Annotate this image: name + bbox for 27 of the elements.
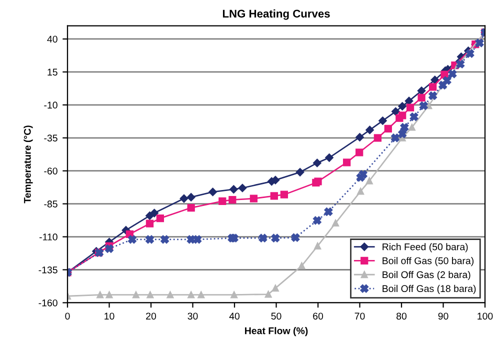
legend-label: Boil Off Gas (18 bara) [382, 284, 476, 294]
y-tick-label: -35 [44, 134, 58, 142]
legend-label: Rich Feed (50 bara) [382, 243, 468, 252]
x-tick-label: 30 [188, 312, 198, 320]
legend-label: Boil off Gas (50 bara) [382, 257, 474, 266]
x-tick-label: 10 [104, 312, 114, 320]
y-tick-label: -110 [39, 234, 58, 240]
x-tick-label: 50 [271, 312, 282, 320]
x-axis-title: Heat Flow (%) [245, 327, 308, 336]
x-tick-label: 40 [229, 312, 240, 320]
y-tick-label: 15 [48, 68, 58, 76]
y-tick-label: -135 [38, 266, 58, 274]
x-tick-label: 60 [313, 312, 324, 320]
x-tick-label: 20 [146, 312, 156, 320]
x-tick-label: 90 [438, 312, 448, 320]
x-tick-label: 70 [354, 312, 365, 320]
x-tick-label: 100 [478, 312, 493, 320]
y-tick-label: -60 [44, 168, 58, 174]
x-tick-label: 0 [65, 312, 70, 320]
legend-label: Boil Off Gas (2 bara) [382, 270, 470, 280]
y-tick-label: -160 [38, 299, 58, 306]
y-tick-label: -85 [44, 200, 58, 208]
y-axis-title: Temperature (°C) [24, 126, 33, 204]
y-tick-label: -10 [44, 102, 58, 109]
x-tick-label: 80 [396, 312, 407, 320]
y-tick-label: 40 [47, 36, 58, 43]
chart-title: LNG Heating Curves [222, 9, 330, 20]
